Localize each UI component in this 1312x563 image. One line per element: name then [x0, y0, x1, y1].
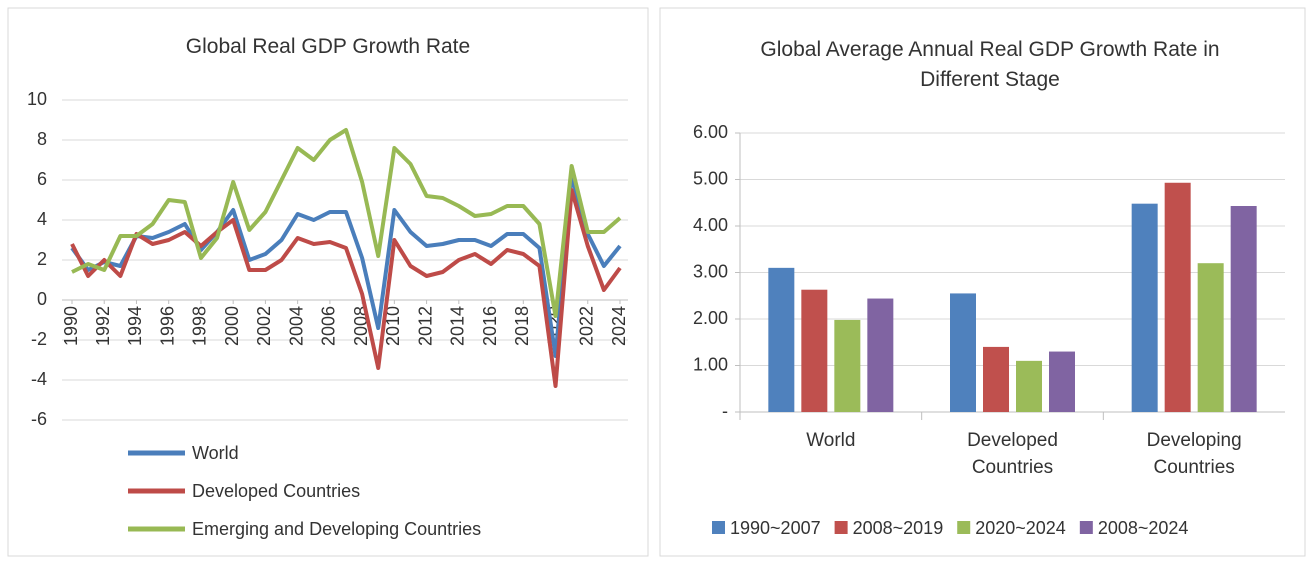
x-tick-label: 2014 [448, 306, 468, 346]
y-tick-label: -2 [31, 329, 47, 349]
x-tick-label: 2000 [222, 306, 242, 346]
y-tick-label: -4 [31, 369, 47, 389]
panel-left [7, 7, 649, 557]
line [71, 128, 622, 318]
y-tick-label: 8 [37, 129, 47, 149]
x-tick-label: 2006 [319, 306, 339, 346]
legend-label: 2008~2019 [853, 518, 944, 538]
y-tick-label: 0 [37, 289, 47, 309]
x-tick-label: 2010 [383, 306, 403, 346]
y-tick-label: - [722, 401, 728, 421]
x-tick-label: 2002 [254, 306, 274, 346]
x-tick-label: 1990 [61, 306, 81, 346]
bar [1197, 263, 1224, 412]
legend-swatch [712, 521, 725, 534]
x-tick-label: 2018 [512, 306, 532, 346]
x-tick-label: 2024 [609, 306, 629, 346]
legend-label: 1990~2007 [730, 518, 821, 538]
y-tick-label: -6 [31, 409, 47, 429]
bar [1049, 351, 1075, 412]
x-tick-label: 1994 [125, 306, 145, 346]
y-tick-label: 4.00 [693, 215, 728, 235]
y-tick-label: 10 [27, 89, 47, 109]
x-tick-label: Developed Countries [967, 430, 1058, 478]
line [70, 174, 622, 358]
y-tick-label: 2.00 [693, 308, 728, 328]
bar [834, 319, 861, 412]
x-tick-label: 2016 [480, 306, 500, 346]
legend-swatch [834, 521, 848, 534]
bar [867, 298, 894, 412]
legend-label: 2020~2024 [975, 518, 1066, 538]
y-tick-label: 6.00 [693, 122, 728, 142]
bar [1164, 182, 1191, 412]
x-tick-label: 2022 [577, 306, 597, 346]
bar [768, 267, 795, 412]
bar [950, 293, 976, 412]
y-tick-label: 2 [37, 249, 47, 269]
y-tick-label: 6 [37, 169, 47, 189]
x-tick-label: 2012 [415, 306, 435, 346]
legend-swatch [1079, 521, 1093, 534]
bar [1131, 203, 1158, 412]
bar [1016, 360, 1042, 412]
bar [801, 289, 828, 412]
legend-label: Developed Countries [192, 481, 360, 501]
x-tick-label: 1996 [157, 306, 177, 346]
y-tick-label: 3.00 [693, 261, 728, 281]
bar [983, 346, 1009, 412]
line [70, 188, 622, 388]
y-tick-label: 1.00 [693, 354, 728, 374]
legend-label: World [192, 443, 239, 463]
y-tick-label: 4 [37, 209, 47, 229]
x-tick-label: 1998 [190, 306, 210, 346]
x-tick-label: 2004 [286, 306, 306, 346]
bar [1230, 206, 1257, 412]
legend-label: 2008~2024 [1098, 518, 1189, 538]
legend-label: Emerging and Developing Countries [192, 519, 481, 539]
chart-title: Global Real GDP Growth Rate [185, 35, 471, 58]
legend-swatch [957, 521, 971, 534]
x-tick-label: World [806, 430, 856, 451]
x-tick-label: Developing Countries [1146, 430, 1242, 478]
y-tick-label: 5.00 [693, 168, 728, 188]
chart-title: Global Average Annual Real GDP Growth Ra… [760, 38, 1220, 91]
x-tick-label: 1992 [93, 306, 113, 346]
panel-right [659, 7, 1306, 557]
